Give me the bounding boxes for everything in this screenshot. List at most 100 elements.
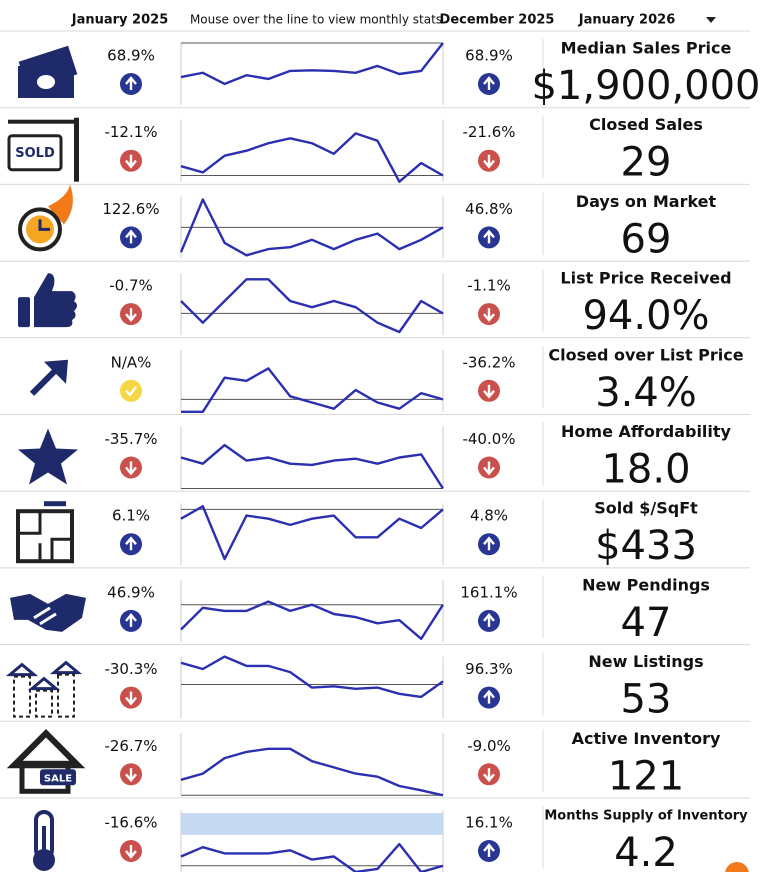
row-icon xyxy=(29,359,68,396)
stat-value: 3.4% xyxy=(595,370,697,416)
icon-part xyxy=(40,769,76,786)
stat-value: $1,900,000 xyxy=(531,63,760,109)
end-month: December 2025 xyxy=(440,13,555,28)
change-end: 46.8% xyxy=(465,200,513,218)
stat-value: 18.0 xyxy=(601,447,690,493)
icon-part xyxy=(18,511,72,562)
stat-row: N/A% -36.2% Closed over List Price 3.4% xyxy=(0,337,750,416)
stat-row: 68.9% 68.9% Median Sales Price $1,900,000 xyxy=(0,30,761,109)
icon-part xyxy=(44,359,68,384)
spark-band xyxy=(181,813,443,835)
icon-part xyxy=(27,676,61,691)
change-start: 122.6% xyxy=(102,200,159,218)
icon-part xyxy=(33,849,55,871)
stat-label: Home Affordability xyxy=(561,422,732,441)
stat-value: 94.0% xyxy=(582,293,709,339)
trend-arrow xyxy=(483,689,495,704)
sparkline xyxy=(181,367,444,413)
icon-part xyxy=(6,729,86,769)
change-end: 161.1% xyxy=(460,583,517,601)
trend-arrow xyxy=(125,229,137,244)
change-start: 68.9% xyxy=(107,47,155,65)
stat-label: Closed over List Price xyxy=(548,345,743,364)
trend-arrow xyxy=(483,613,495,627)
trend-indicator xyxy=(120,379,142,402)
change-end: -36.2% xyxy=(462,353,515,371)
trend-arrow xyxy=(483,384,495,399)
sparkline xyxy=(180,505,444,561)
trend-arrow xyxy=(483,154,495,169)
icon-part xyxy=(13,675,31,718)
change-end: 68.9% xyxy=(465,47,513,65)
change-end: 4.8% xyxy=(470,507,508,525)
icon-part xyxy=(5,662,39,677)
stat-row: 6.1% 4.8% Sold $/SqFt $433 xyxy=(0,490,750,569)
help-badge[interactable] xyxy=(725,862,749,872)
change-start: N/A% xyxy=(111,353,152,371)
row-icon: SALE xyxy=(6,729,86,794)
icon-part xyxy=(38,219,50,231)
icon-part xyxy=(7,134,63,172)
dropdown-arrow[interactable] xyxy=(706,17,716,23)
stat-label: New Pendings xyxy=(582,575,710,594)
trend-check xyxy=(125,386,137,397)
stat-row: -30.3% 96.3% New Listings 53 xyxy=(0,644,750,723)
select-value[interactable]: January 2026 xyxy=(578,13,675,28)
row-icon: SOLD xyxy=(7,117,79,182)
change-start: -26.7% xyxy=(104,737,157,755)
change-end: -1.1% xyxy=(467,277,511,295)
change-start: 46.9% xyxy=(107,583,155,601)
stat-label: Closed Sales xyxy=(589,115,703,134)
sparkline xyxy=(179,198,444,257)
row-icon xyxy=(33,810,55,871)
row-icon xyxy=(18,273,77,328)
stat-row: 122.6% 46.8% Days on Market 69 xyxy=(0,183,750,262)
stat-label: Active Inventory xyxy=(572,729,721,748)
icon-part xyxy=(18,207,62,252)
trend-arrow xyxy=(125,76,137,90)
stat-value: 121 xyxy=(608,753,684,799)
icon-part xyxy=(34,273,77,328)
icon-part xyxy=(35,689,53,718)
icon-part xyxy=(16,509,74,564)
change-end: -9.0% xyxy=(467,737,511,755)
icon-part xyxy=(8,119,78,124)
icon-part xyxy=(74,117,79,182)
stat-value: $433 xyxy=(595,523,697,569)
stat-value: 4.2 xyxy=(614,830,678,872)
icon-part xyxy=(49,660,83,675)
icon-part xyxy=(18,428,78,485)
icon-part xyxy=(42,826,46,856)
sparkline xyxy=(180,443,445,490)
stat-value: 47 xyxy=(621,600,672,646)
icon-part xyxy=(37,75,55,89)
stat-row: SALE -26.7% -9.0% Active Inventory 121 xyxy=(0,720,750,799)
change-start: -35.7% xyxy=(104,430,157,448)
sparkline xyxy=(180,278,444,334)
stat-row: 46.9% 161.1% New Pendings 47 xyxy=(0,567,750,646)
sparkline xyxy=(180,600,445,640)
stat-row: SOLD -12.1% -21.6% Closed Sales 29 xyxy=(0,107,750,186)
icon-part xyxy=(10,593,86,632)
stat-label: Days on Market xyxy=(576,192,717,211)
icon-part xyxy=(48,184,73,225)
trend-arrow xyxy=(483,308,495,322)
trend-arrow xyxy=(483,768,495,783)
change-end: 96.3% xyxy=(465,660,513,678)
stat-label: List Price Received xyxy=(560,269,731,288)
change-start: 6.1% xyxy=(112,507,150,525)
stat-value: 29 xyxy=(621,140,672,186)
sparkline xyxy=(180,842,444,872)
month-select[interactable]: January 2026 xyxy=(578,13,716,28)
change-start: -16.6% xyxy=(104,814,157,832)
trend-arrow xyxy=(125,691,137,706)
hint: Mouse over the line to view monthly stat… xyxy=(190,13,442,27)
stat-row: -35.7% -40.0% Home Affordability 18.0 xyxy=(0,414,750,493)
sparkline xyxy=(180,132,444,183)
trend-arrow xyxy=(483,76,495,90)
stat-label: Sold $/SqFt xyxy=(594,499,698,518)
trend-arrow xyxy=(125,308,137,322)
trend-arrow xyxy=(125,536,137,551)
sparkline xyxy=(180,655,444,699)
row-icon xyxy=(18,45,78,98)
